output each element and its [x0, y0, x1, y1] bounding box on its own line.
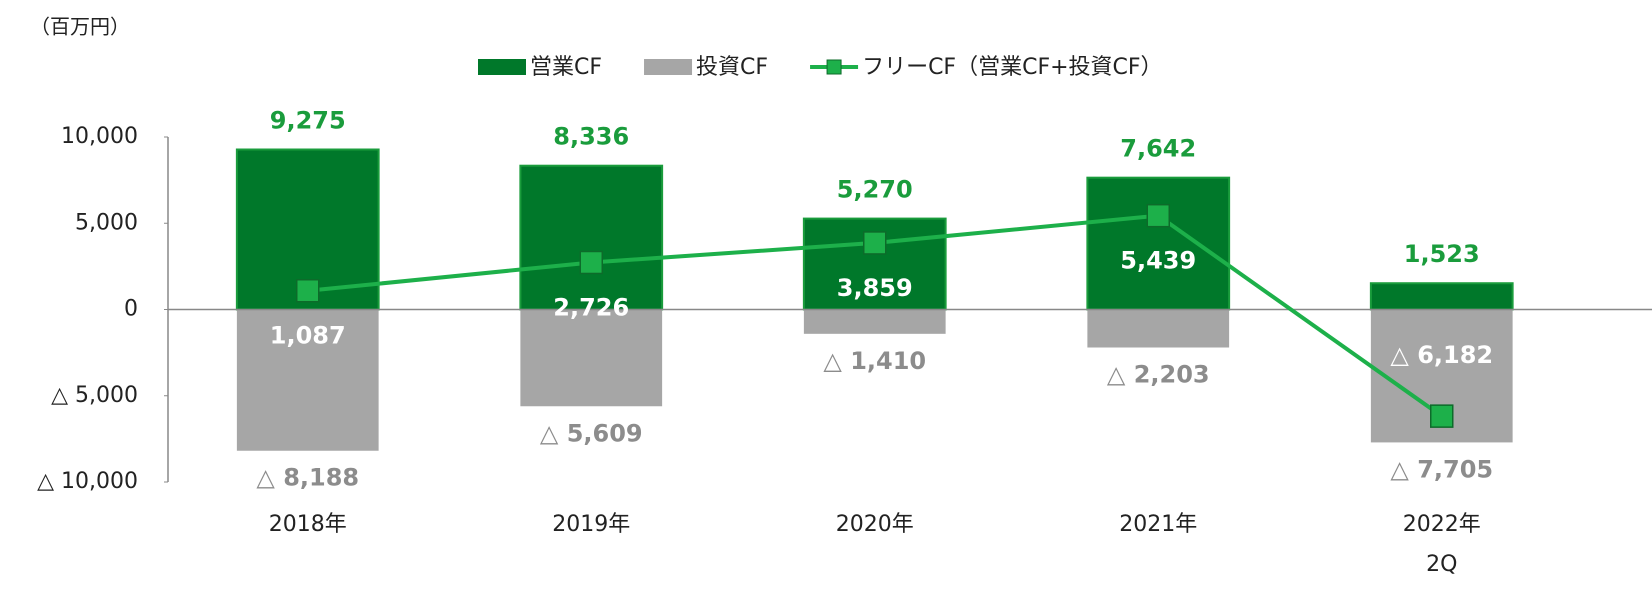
bar-value-label: 8,336 [553, 123, 629, 151]
legend-label: フリーCF（営業CF+投資CF） [862, 55, 1162, 80]
line-value-label: △ 6,182 [1390, 341, 1493, 369]
x-tick-label: 2018年 [268, 512, 347, 537]
y-tick-label: 5,000 [75, 210, 138, 235]
bar [520, 309, 663, 407]
x-tick-label: 2020年 [835, 512, 914, 537]
x-tick-label: 2022年 2Q [1402, 512, 1481, 577]
bar [803, 309, 946, 334]
y-tick-label: 0 [124, 297, 138, 322]
x-tick-label: 2019年 [552, 512, 631, 537]
bar [1087, 309, 1230, 348]
line-marker [863, 231, 887, 255]
bar-value-label: △ 8,188 [256, 464, 359, 492]
line-value-label: 2,726 [553, 293, 629, 321]
legend-label: 営業CF [530, 55, 602, 80]
bar-value-label: 9,275 [270, 107, 346, 135]
legend-swatch [478, 59, 526, 75]
bar [1086, 176, 1231, 311]
bar-value-label: △ 5,609 [540, 419, 643, 447]
line-value-label: 3,859 [837, 274, 913, 302]
bar-value-label: 1,523 [1404, 240, 1480, 268]
y-tick-label: △ 10,000 [37, 469, 138, 494]
y-axis-label: （百万円） [30, 15, 130, 39]
y-tick-label: △ 5,000 [51, 383, 138, 408]
x-tick-label: 2021年 [1119, 512, 1198, 537]
legend-marker [826, 59, 842, 75]
bar [1369, 282, 1514, 311]
legend-swatch [644, 59, 693, 75]
bar-value-label: 7,642 [1120, 135, 1196, 163]
bar-value-label: △ 7,705 [1390, 455, 1493, 483]
bar-value-label: △ 1,410 [823, 347, 926, 375]
y-tick-label: 10,000 [61, 124, 138, 149]
legend-label: 投資CF [696, 55, 768, 80]
line-value-label: 5,439 [1120, 247, 1196, 275]
line-marker [1430, 404, 1454, 428]
line-marker [1146, 203, 1170, 228]
bar-value-label: △ 2,203 [1107, 361, 1210, 389]
line-marker [296, 278, 320, 303]
bar [236, 309, 379, 451]
bar-value-label: 5,270 [837, 176, 913, 204]
line-value-label: 1,087 [270, 322, 346, 350]
bar [519, 164, 664, 311]
line-marker [579, 250, 603, 275]
